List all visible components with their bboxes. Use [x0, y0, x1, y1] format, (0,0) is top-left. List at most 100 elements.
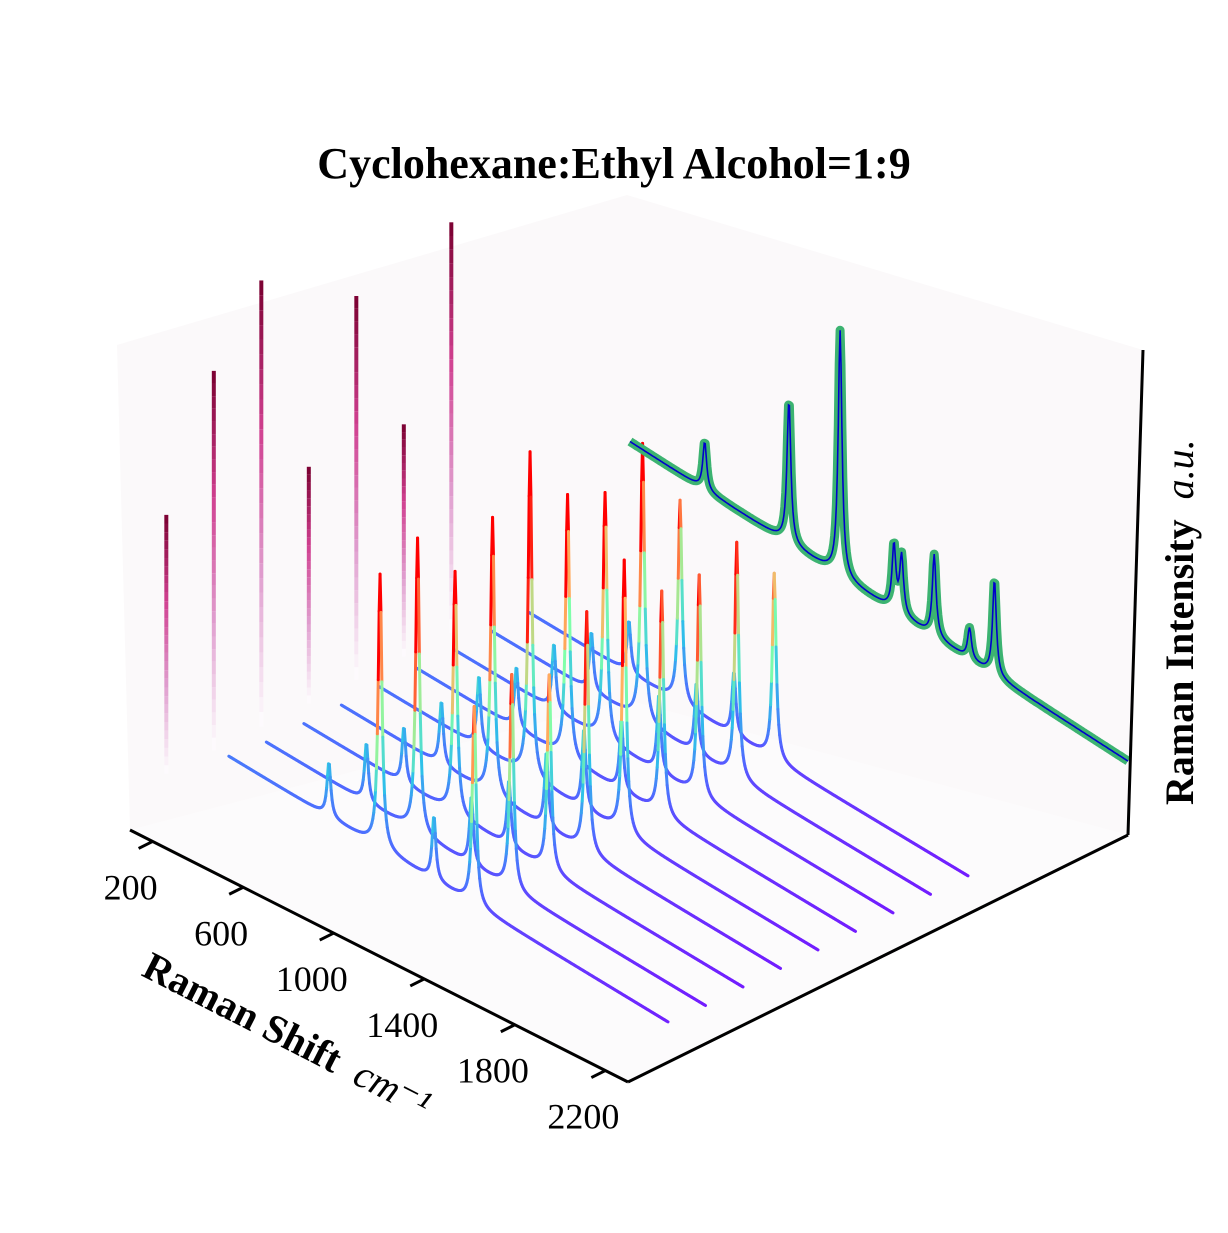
z-axis-label-unit: a.u. [1157, 439, 1202, 499]
spectrum-segment [436, 849, 437, 860]
spectrum-segment [667, 1021, 668, 1022]
spectrum-segment [552, 660, 553, 675]
spectrum-segment [450, 763, 451, 775]
spectrum-segment [589, 706, 590, 755]
spectrum-segment [603, 526, 604, 588]
spectrum-segment [516, 849, 517, 861]
spectrum-segment [644, 553, 645, 609]
spectrum-segment [458, 716, 459, 748]
spectrum-segment [385, 810, 386, 820]
spectrum-segment [624, 560, 625, 598]
spectrum-segment [735, 574, 736, 633]
x-tick-label: 1400 [366, 1005, 438, 1045]
spectrum-segment [572, 708, 573, 722]
spectrum-segment [700, 606, 701, 662]
spectrum-segment [664, 725, 665, 754]
spectrum-segment [660, 621, 661, 677]
spectrum-segment [648, 683, 649, 693]
spectrum-segment [733, 680, 734, 710]
spectrum-segment [481, 712, 482, 724]
spectrum-segment [629, 781, 630, 796]
spectrum-segment [383, 737, 384, 773]
spectrum-segment [546, 789, 547, 814]
x-tick-label: 2200 [547, 1097, 619, 1137]
spectrum-segment [677, 578, 678, 618]
spectrum-segment [646, 645, 647, 668]
spectrum-segment [602, 588, 603, 637]
spectrum-segment [474, 831, 475, 843]
x-tick-mark [139, 841, 153, 848]
spectrum-segment [526, 642, 527, 683]
spectrum-segment [498, 758, 499, 768]
chart-title: Cyclohexane:Ethyl Alcohol=1:9 [317, 139, 910, 188]
spectrum-segment [470, 847, 471, 862]
spectrum-segment [566, 530, 567, 596]
spectrum-segment [601, 668, 602, 687]
spectrum-segment [527, 578, 528, 642]
spectrum-segment [479, 868, 480, 879]
spectrum-segment [489, 680, 490, 715]
spectrum-segment [665, 754, 666, 773]
spectrum-segment [565, 596, 566, 648]
spectrum-segment [600, 688, 601, 700]
spectrum-segment [590, 787, 591, 807]
spectrum-segment [491, 555, 492, 625]
spectrum-segment [551, 752, 552, 792]
spectrum-segment [487, 737, 488, 751]
spectrum-segment [658, 721, 659, 749]
spectrum-segment [739, 635, 740, 683]
spectrum-segment [583, 752, 584, 782]
spectrum-segment [593, 648, 594, 662]
spectrum-segment [619, 776, 620, 790]
spectrum-segment [513, 705, 514, 760]
spectrum-segment [553, 818, 554, 834]
spectrum-segment [512, 675, 513, 705]
spectrum-segment [735, 689, 736, 704]
spectrum-segment [535, 732, 536, 744]
spectrum-segment [510, 704, 511, 758]
spectrum-segment [490, 625, 491, 680]
x-tick-mark [320, 933, 334, 940]
spectrum-segment [530, 452, 531, 497]
spectrum-segment [586, 769, 587, 783]
spectrum-segment [607, 590, 608, 640]
spectrum-segment [384, 773, 385, 796]
spectrum-segment [493, 556, 494, 627]
spectrum-segment [663, 622, 664, 679]
spectrum-segment [402, 741, 403, 754]
spectrum-segment [554, 646, 555, 661]
spectrum-segment [550, 702, 551, 752]
spectrum-segment [568, 531, 569, 598]
spectrum-segment [770, 705, 771, 719]
spectrum-segment [622, 666, 623, 720]
spectrum-segment [568, 495, 569, 532]
spectrum-segment [587, 612, 588, 646]
spectrum-segment [526, 683, 527, 709]
spectrum-segment [623, 739, 624, 756]
spectrum-segment [457, 667, 458, 716]
spectrum-segment [695, 732, 696, 749]
spectrum-segment [413, 748, 414, 771]
spectrum-segment [601, 637, 602, 668]
x-tick-label: 1000 [276, 959, 348, 999]
spectrum-segment [705, 1005, 706, 1006]
spectrum-segment [514, 803, 515, 831]
spectrum-segment [657, 750, 658, 768]
spectrum-segment [381, 612, 382, 682]
spectrum-segment [452, 665, 453, 713]
x-tick-label: 600 [194, 913, 248, 953]
spectrum-segment [645, 609, 646, 645]
spectrum-segment [364, 757, 365, 770]
spectrum-segment [742, 986, 743, 987]
spectrum-segment [377, 680, 378, 734]
spectrum-segment [380, 574, 381, 612]
spectrum-segment [468, 828, 469, 839]
spectrum-segment [702, 707, 703, 736]
spectrum-segment [506, 811, 507, 821]
spectrum-segment [683, 621, 684, 648]
spectrum-segment [422, 776, 423, 792]
spectrum-segment [621, 720, 622, 755]
spectrum-segment [423, 792, 424, 803]
